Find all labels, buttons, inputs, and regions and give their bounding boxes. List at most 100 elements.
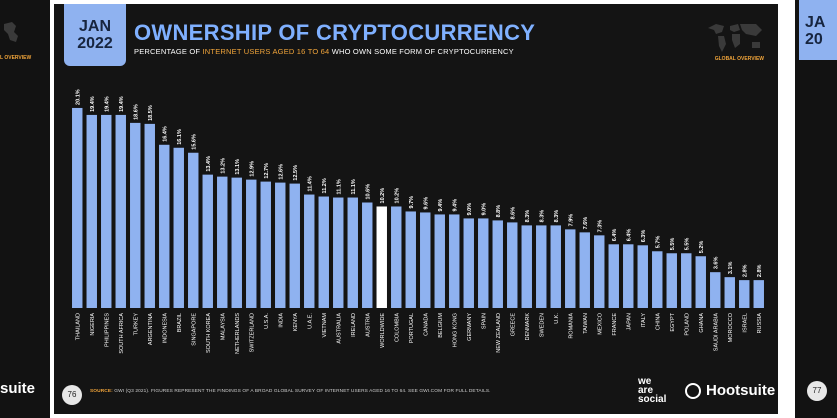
category-label: CANADA — [423, 313, 429, 336]
category-label: ROMANIA — [568, 313, 574, 339]
value-label: 12.5% — [293, 165, 299, 181]
bar-thailand — [72, 107, 83, 308]
logo-line-are: are — [638, 385, 654, 396]
bar-china — [652, 251, 663, 308]
bar-netherlands — [231, 177, 242, 308]
bar-philippines — [101, 114, 112, 308]
subtitle-text-1: PERCENTAGE OF — [134, 47, 203, 56]
value-label: 12.7% — [264, 163, 270, 179]
category-label: GREECE — [510, 313, 516, 337]
value-label: 8.6% — [510, 207, 516, 220]
bar-germany — [463, 218, 474, 308]
category-label: AUSTRIA — [365, 313, 371, 337]
bar-hong-kong — [449, 214, 460, 308]
category-label: ITALY — [641, 313, 647, 328]
value-label: 18.5% — [148, 105, 154, 121]
bar-worldwide — [376, 206, 387, 308]
category-label: IRELAND — [351, 313, 357, 337]
value-label: 9.4% — [438, 199, 444, 212]
value-label: 2.8% — [742, 264, 748, 277]
logo-line-social: social — [638, 394, 667, 405]
category-label: ARGENTINA — [148, 313, 154, 345]
slide-subtitle: PERCENTAGE OF INTERNET USERS AGED 16 TO … — [134, 47, 514, 56]
bar-singapore — [188, 152, 199, 308]
value-label: 12.6% — [278, 164, 284, 180]
value-label: 5.7% — [655, 236, 661, 249]
subtitle-highlight: INTERNET USERS AGED 16 TO 64 — [202, 47, 330, 56]
category-label: JAPAN — [626, 313, 632, 330]
bar-greece — [507, 222, 518, 308]
bar-egypt — [666, 253, 677, 308]
bar-switzerland — [246, 179, 257, 308]
value-label: 7.9% — [568, 214, 574, 227]
slide: JAN 2022 OWNERSHIP OF CRYPTOCURRENCY PER… — [54, 4, 778, 414]
category-label: COLOMBIA — [394, 313, 400, 342]
category-label: WORLDWIDE — [380, 313, 386, 348]
category-label: NETHERLANDS — [235, 313, 241, 354]
previous-slide-overview: L OVERVIEW — [0, 55, 32, 61]
bar-italy — [637, 245, 648, 308]
category-label: PORTUGAL — [409, 313, 415, 343]
bar-new-zealand — [492, 220, 503, 308]
bar-nigeria — [86, 114, 97, 308]
value-label: 12.9% — [249, 161, 255, 177]
value-label: 20.1% — [75, 89, 81, 105]
bar-belgium — [434, 214, 445, 308]
source-text: GWI (Q3 2021). FIGURES REPRESENT THE FIN… — [114, 389, 491, 394]
value-label: 19.4% — [90, 96, 96, 112]
value-label: 18.6% — [133, 104, 139, 120]
value-label: 13.4% — [206, 156, 212, 172]
value-label: 16.4% — [162, 126, 168, 142]
category-label: ISRAEL — [742, 313, 748, 333]
category-label: FRANCE — [612, 313, 618, 336]
value-label: 3.6% — [713, 257, 719, 270]
category-label: MEXICO — [597, 312, 603, 334]
value-label: 9.7% — [409, 196, 415, 209]
bar-spain — [478, 218, 489, 308]
value-label: 5.5% — [670, 238, 676, 251]
value-label: 5.2% — [699, 241, 705, 254]
value-label: 2.8% — [757, 264, 763, 277]
value-label: 3.1% — [728, 262, 734, 275]
value-label: 8.3% — [525, 210, 531, 223]
bar-mexico — [594, 235, 605, 308]
bar-turkey — [130, 122, 141, 308]
category-label: BELGIUM — [438, 313, 444, 338]
bar-france — [608, 244, 619, 308]
value-label: 11.4% — [307, 176, 313, 191]
category-label: GHANA — [699, 313, 705, 333]
value-label: 11.1% — [336, 179, 342, 194]
category-label: VIETNAM — [322, 313, 328, 338]
category-label: SOUTH KOREA — [206, 313, 212, 353]
category-label: NEW ZEALAND — [496, 313, 502, 353]
previous-slide-edge: L OVERVIEW suite — [0, 0, 50, 418]
bar-taiwan — [579, 232, 590, 308]
bar-u-s-a- — [260, 181, 271, 308]
category-label: THAILAND — [75, 313, 81, 340]
value-label: 10.2% — [394, 188, 400, 204]
category-label: MOROCCO — [728, 312, 734, 342]
bar-kenya — [289, 183, 300, 308]
date-month: JAN — [78, 18, 111, 35]
bar-south-africa — [115, 114, 126, 308]
bar-south-korea — [202, 174, 213, 308]
bar-romania — [565, 229, 576, 308]
previous-slide-brand: suite — [0, 380, 36, 397]
next-slide-date-year: 20 — [805, 31, 823, 48]
category-label: U.A.E. — [307, 313, 313, 329]
category-label: CHINA — [655, 313, 661, 330]
category-label: AUSTRALIA — [336, 313, 342, 344]
bar-portugal — [405, 211, 416, 308]
page-number-badge: 76 — [62, 385, 82, 405]
overview-label: GLOBAL OVERVIEW — [714, 56, 764, 62]
category-label: RUSSIA — [757, 313, 763, 334]
category-label: EGYPT — [670, 312, 676, 331]
category-label: KENYA — [293, 313, 299, 332]
bar-saudi-arabia — [710, 272, 721, 308]
value-label: 7.6% — [583, 217, 589, 230]
value-label: 9.0% — [467, 203, 473, 216]
category-label: SWEDEN — [539, 313, 545, 337]
value-label: 8.3% — [539, 210, 545, 223]
subtitle-text-2: WHO OWN SOME FORM OF CRYPTOCURRENCY — [329, 47, 514, 56]
date-box: JAN 2022 — [64, 4, 126, 66]
